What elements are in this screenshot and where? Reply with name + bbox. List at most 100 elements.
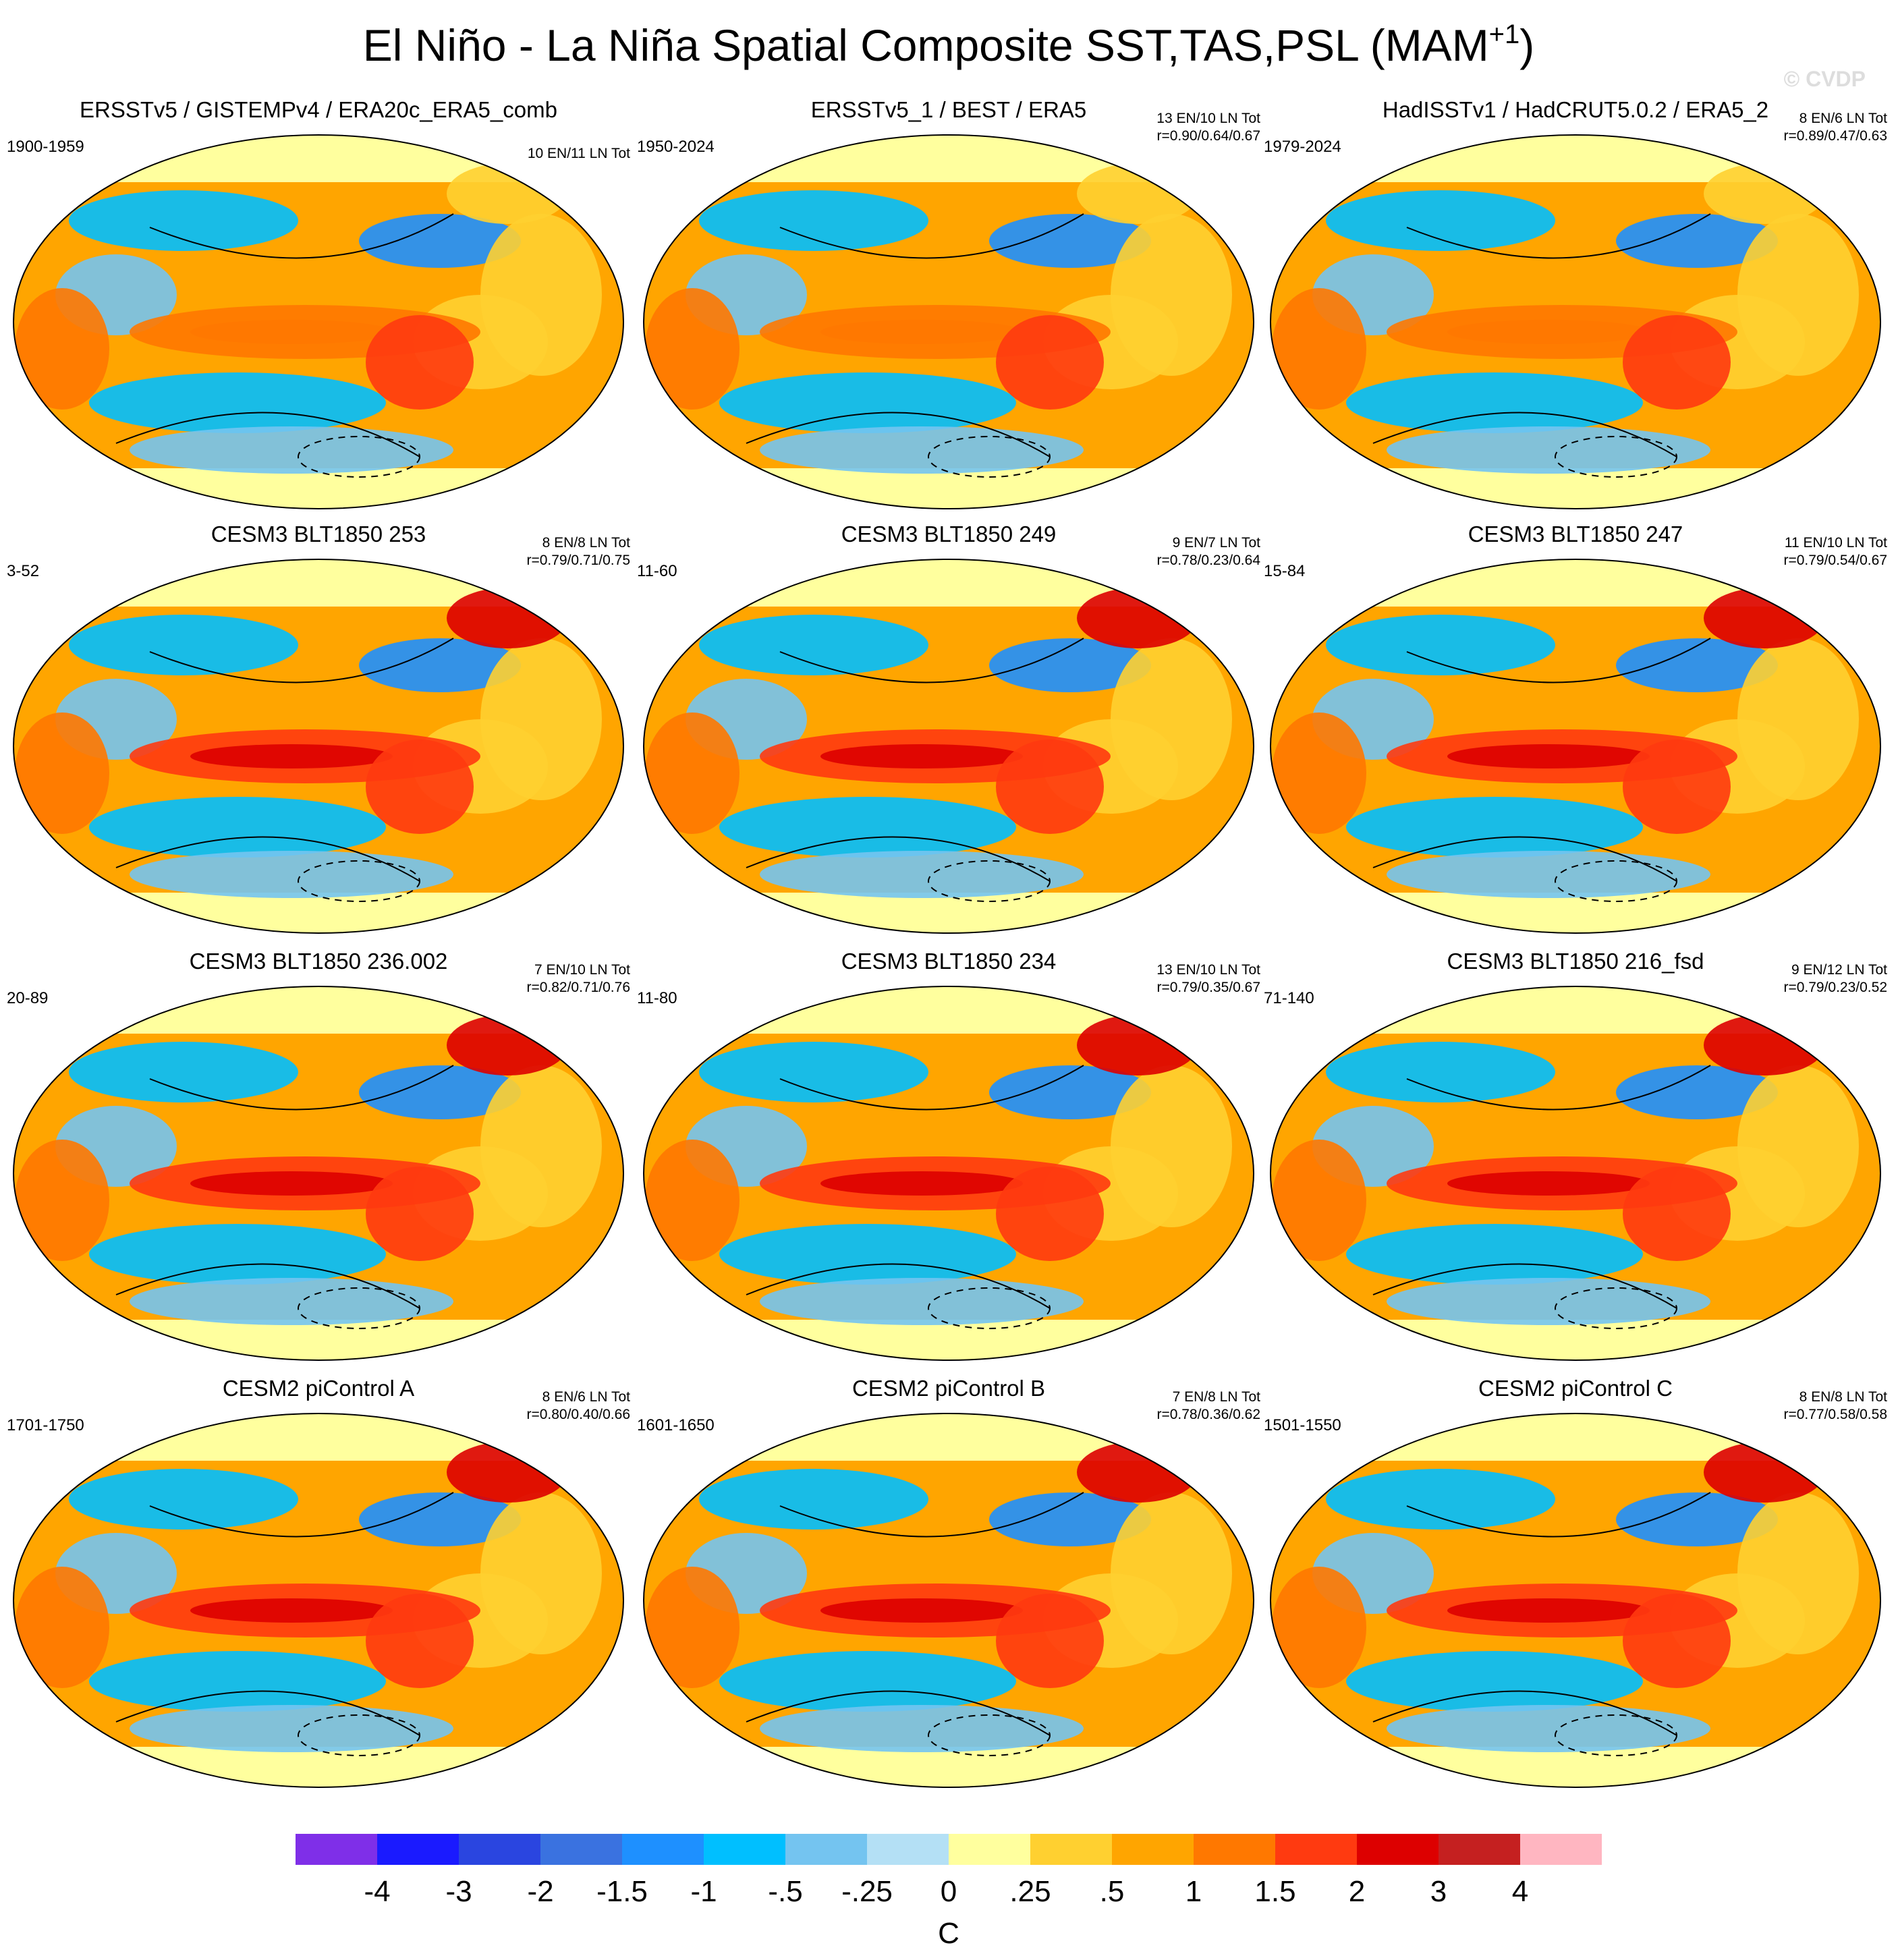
map-field <box>699 1042 928 1102</box>
map-outline <box>13 1413 624 1788</box>
figure-title: El Niño - La Niña Spatial Composite SST,… <box>363 20 1535 70</box>
map-field <box>1447 1598 1650 1623</box>
map-field <box>820 320 1023 344</box>
psl-contour <box>746 836 1051 882</box>
panel-correlation: r=0.79/0.71/0.75 <box>526 553 630 568</box>
map-field <box>989 214 1151 268</box>
panel-title: CESM3 BLT1850 253 <box>211 522 426 547</box>
panel-period: 11-80 <box>637 989 677 1007</box>
psl-contour <box>1406 213 1711 259</box>
colorbar-box <box>1357 1834 1439 1865</box>
colorbar-label: -4 <box>364 1875 390 1908</box>
map-outline <box>1270 559 1881 934</box>
psl-contour <box>1372 412 1677 457</box>
map-field <box>645 288 739 410</box>
map-field <box>760 426 1084 474</box>
panel-correlation: r=0.79/0.23/0.52 <box>1783 980 1887 995</box>
panel-period: 20-89 <box>7 989 48 1007</box>
panel-correlation: r=0.82/0.71/0.76 <box>526 980 630 995</box>
map-field <box>760 851 1084 898</box>
psl-contour <box>746 1690 1051 1736</box>
map-field <box>1616 1492 1778 1546</box>
colorbar-box <box>785 1834 867 1865</box>
psl-contour <box>149 1065 454 1111</box>
map-field <box>1737 1065 1859 1227</box>
panel-correlation: r=0.78/0.23/0.64 <box>1156 553 1260 568</box>
map-outline <box>1270 134 1881 509</box>
map-field <box>1616 638 1778 692</box>
panel-correlation: r=0.89/0.47/0.63 <box>1783 128 1887 144</box>
panel-counts: 9 EN/12 LN Tot <box>1791 962 1887 978</box>
title-end: ) <box>1519 20 1534 70</box>
psl-contour <box>1372 1690 1677 1736</box>
map-field <box>996 315 1104 410</box>
panel-period: 3-52 <box>7 562 39 580</box>
map-field <box>15 712 109 834</box>
map-outline <box>13 986 624 1361</box>
map-field <box>1704 163 1825 224</box>
map-field <box>447 1015 568 1075</box>
map <box>644 559 1254 933</box>
panel-period: 1601-1650 <box>637 1416 715 1434</box>
colorbar-box <box>296 1834 377 1865</box>
polar-cap <box>13 468 623 509</box>
map-field <box>996 1594 1104 1688</box>
map-field <box>1111 214 1232 376</box>
watermark: © CVDP <box>1784 67 1866 91</box>
map-field <box>366 1594 474 1688</box>
map-outline <box>643 559 1254 934</box>
map-field <box>447 1442 568 1503</box>
map-field <box>1447 744 1650 768</box>
map-field <box>190 744 393 768</box>
psl-contour <box>746 1263 1051 1309</box>
polar-cap <box>644 893 1254 933</box>
map <box>13 1413 623 1787</box>
map-field <box>359 638 521 692</box>
colorbar-label: 0 <box>941 1875 957 1908</box>
map-field <box>1623 1167 1731 1261</box>
panel-period: 1979-2024 <box>1264 138 1341 156</box>
colorbar-label: 3 <box>1430 1875 1447 1908</box>
map-field <box>719 1651 1016 1712</box>
map-field <box>15 1140 109 1261</box>
psl-contour <box>115 1690 420 1736</box>
map-field <box>645 1140 739 1261</box>
map-field <box>996 739 1104 834</box>
map-field <box>130 426 453 474</box>
psl-contour <box>298 436 420 478</box>
map-field <box>69 615 298 675</box>
colorbar-unit: C <box>938 1917 959 1950</box>
panel-counts: 13 EN/10 LN Tot <box>1156 111 1260 126</box>
panel-period: 1701-1750 <box>7 1416 84 1434</box>
panel-counts: 8 EN/8 LN Tot <box>1799 1389 1888 1405</box>
map-field <box>1704 1015 1825 1075</box>
psl-contour <box>115 412 420 457</box>
polar-cap <box>644 1320 1254 1360</box>
map-field <box>480 214 602 376</box>
map-field <box>1111 1065 1232 1227</box>
map-field <box>760 1278 1084 1325</box>
panel-period: 15-84 <box>1264 562 1305 580</box>
panel-counts: 7 EN/8 LN Tot <box>1173 1389 1261 1405</box>
colorbar-box <box>867 1834 949 1865</box>
map-field <box>1623 739 1731 834</box>
map <box>644 986 1254 1360</box>
psl-contour <box>115 836 420 882</box>
map-field <box>989 1492 1151 1546</box>
map-field <box>69 190 298 251</box>
colorbar-box <box>540 1834 622 1865</box>
panel-title: CESM2 piControl B <box>852 1376 1045 1401</box>
map <box>13 135 623 509</box>
map-field <box>89 1224 386 1285</box>
panel-title: CESM3 BLT1850 249 <box>841 522 1057 547</box>
map-field <box>1326 615 1555 675</box>
colorbar-box <box>377 1834 459 1865</box>
panel-period: 11-60 <box>637 562 677 580</box>
map-field <box>699 190 928 251</box>
psl-contour <box>1372 836 1677 882</box>
colorbar-label: -3 <box>445 1875 472 1908</box>
psl-contour <box>779 213 1084 259</box>
colorbar-label: .5 <box>1100 1875 1125 1908</box>
map-field <box>69 1469 298 1530</box>
colorbar-box <box>1275 1834 1357 1865</box>
